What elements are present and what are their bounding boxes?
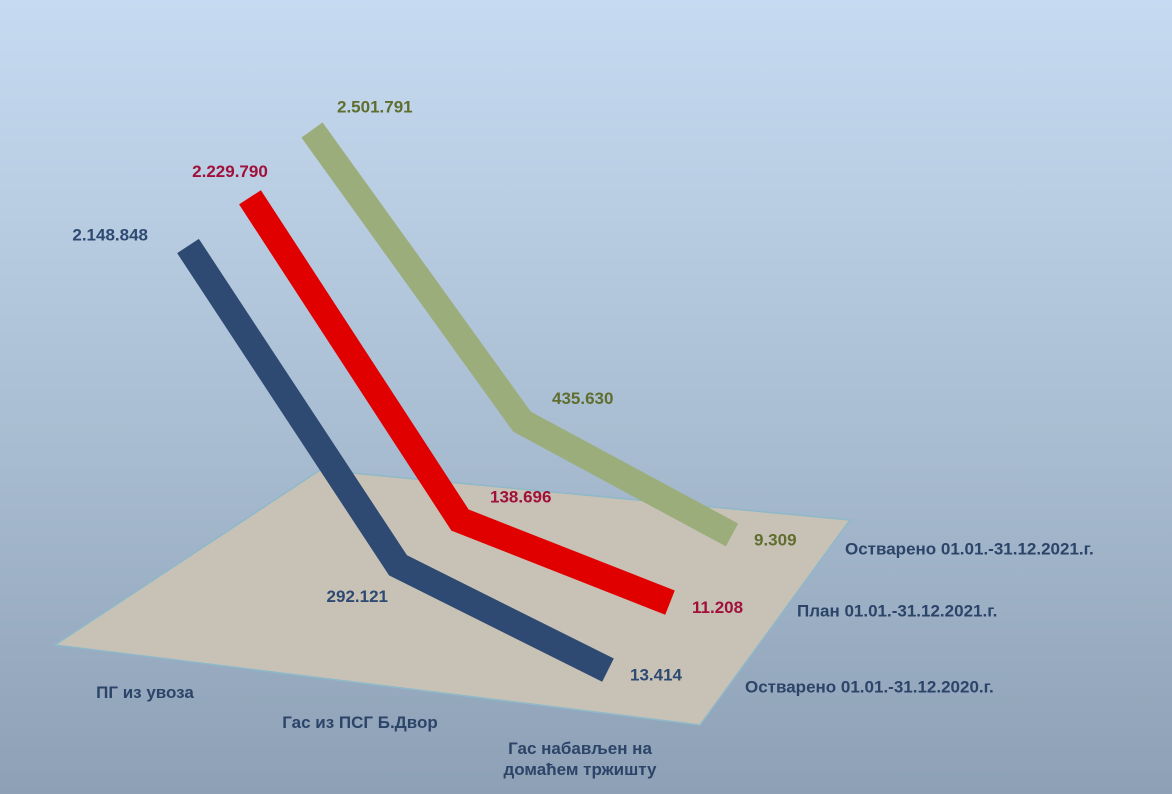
line-ribbon xyxy=(177,238,614,682)
legend-label: План 01.01.-31.12.2021.г. xyxy=(797,601,997,620)
data-label: 292.121 xyxy=(327,587,388,606)
line-ribbon xyxy=(239,190,675,615)
x-tick-label: Гас из ПСГ Б.Двор xyxy=(282,713,438,732)
data-label: 435.630 xyxy=(552,389,613,408)
data-label: 13.414 xyxy=(630,666,683,685)
data-label: 11.208 xyxy=(692,598,743,617)
legend-label: Остварено 01.01.-31.12.2021.г. xyxy=(845,539,1094,558)
data-label: 9.309 xyxy=(754,530,797,549)
legend-label: Остварено 01.01.-31.12.2020.г. xyxy=(745,677,994,696)
data-label: 2.148.848 xyxy=(72,225,148,244)
data-label: 2.501.791 xyxy=(337,98,413,117)
x-tick-label: Гас набављен на домаћем тржишту xyxy=(503,739,657,779)
x-tick-label: ПГ из увоза xyxy=(96,683,194,702)
data-label: 2.229.790 xyxy=(192,162,268,181)
line-ribbon xyxy=(301,122,739,547)
data-label: 138.696 xyxy=(490,488,551,507)
